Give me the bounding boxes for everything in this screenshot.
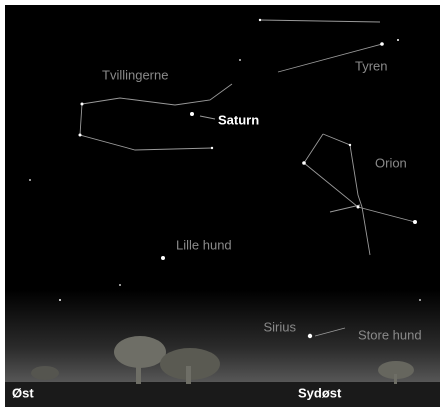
constellation-label: Lille hund (176, 237, 232, 252)
constellation-label: Orion (375, 155, 407, 170)
constellation-label: Tyren (355, 58, 388, 73)
star-label: Sirius (263, 319, 296, 334)
ground (5, 382, 440, 407)
direction-label: Øst (12, 385, 34, 400)
planet-label: Saturn (218, 112, 259, 127)
direction-label: Sydøst (298, 385, 342, 400)
constellation-label: Tvillingerne (102, 67, 168, 82)
constellation-label: Store hund (358, 327, 422, 342)
sky-map: Tvillingerne Tyren Orion Lille hund Stor… (0, 0, 444, 412)
